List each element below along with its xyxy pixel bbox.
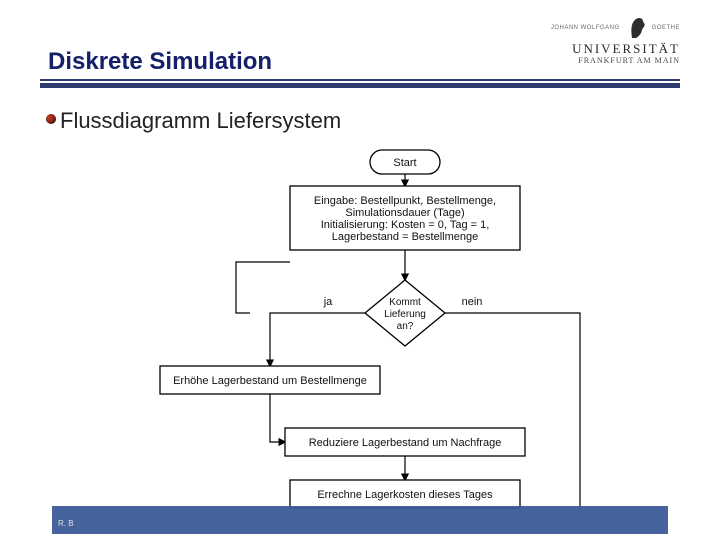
svg-text:Erhöhe Lagerbestand um Bestell: Erhöhe Lagerbestand um Bestellmenge [173,375,367,387]
logo-top-right: GOETHE [652,25,680,31]
svg-text:Start: Start [393,157,416,169]
svg-text:Errechne Lagerkosten dieses Ta: Errechne Lagerkosten dieses Tages [317,489,493,501]
logo-mid-line: UNIVERSITÄT [551,42,680,56]
bullet-icon [46,114,56,124]
svg-text:ja: ja [323,296,333,308]
slide-subtitle: Flussdiagramm Liefersystem [60,108,341,134]
svg-text:Eingabe: Bestellpunkt, Bestell: Eingabe: Bestellpunkt, Bestellmenge,Simu… [314,195,496,243]
header-rule-thin [40,79,680,81]
footer-author: R. B [58,519,74,528]
goethe-silhouette-icon [628,16,648,40]
slide: JOHANN WOLFGANG GOETHE UNIVERSITÄT FRANK… [0,0,720,540]
header-rule-thick [40,83,680,88]
logo-sub-line: FRANKFURT AM MAIN [551,57,680,65]
logo-top-line: JOHANN WOLFGANG GOETHE [551,16,680,40]
svg-text:Reduziere Lagerbestand um Nach: Reduziere Lagerbestand um Nachfrage [309,437,502,449]
logo-top-left: JOHANN WOLFGANG [551,25,620,31]
svg-text:nein: nein [462,296,483,308]
slide-title: Diskrete Simulation [48,48,272,76]
footer-band [52,506,668,534]
flowchart-svg: Start Eingabe: Bestellpunkt, Bestellmenge… [140,150,600,510]
flowchart-liefersystem: Start Eingabe: Bestellpunkt, Bestellmenge… [140,150,600,510]
university-logo: JOHANN WOLFGANG GOETHE UNIVERSITÄT FRANK… [551,16,680,65]
